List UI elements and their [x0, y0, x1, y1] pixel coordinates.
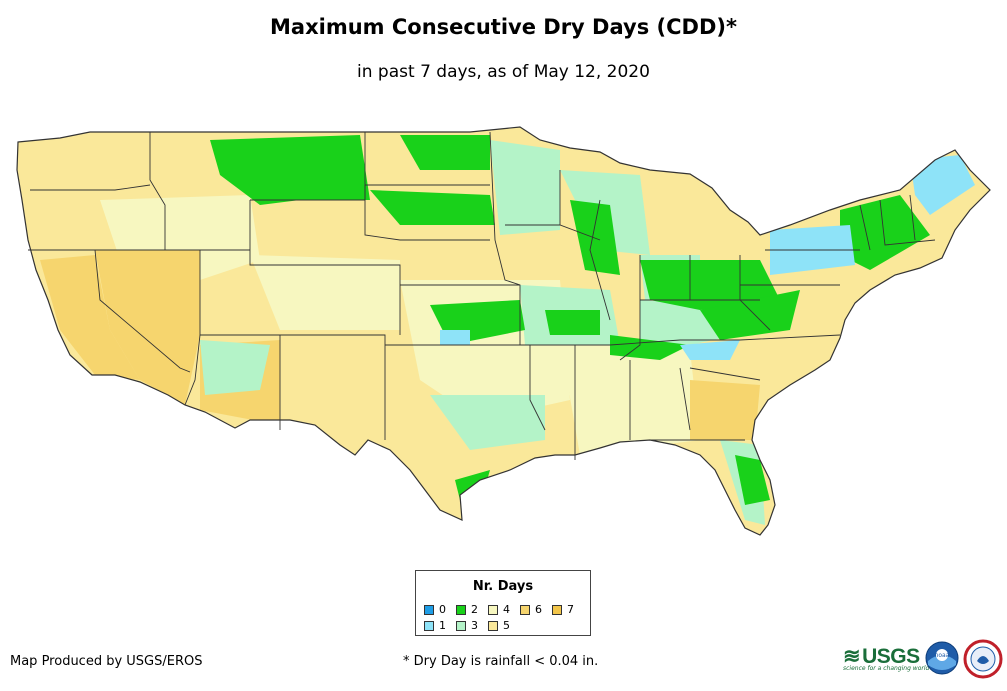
cdd-zone-6-days: [40, 255, 140, 380]
legend-swatch: [488, 620, 498, 631]
legend-swatch: [456, 620, 466, 631]
cdd-zone-1-days: [440, 330, 470, 345]
legend-swatch: [488, 604, 498, 615]
legend: Nr. Days 0 2 4 6 7 1 3 5: [415, 570, 591, 636]
map-title: Maximum Consecutive Dry Days (CDD)*: [270, 15, 737, 39]
cdd-zone-4-days: [250, 255, 400, 330]
noaa-logo: noaa: [925, 641, 959, 675]
legend-swatch: [424, 604, 434, 615]
legend-swatch: [424, 620, 434, 631]
cdd-zone-1-days: [680, 340, 740, 360]
legend-label: 3: [471, 619, 478, 632]
cdd-zone-2-days: [840, 195, 930, 270]
cdd-zone-2-days: [570, 200, 620, 275]
cdd-zone-3-days: [200, 340, 270, 395]
legend-item-1: 1: [424, 619, 446, 632]
legend-item-4: 4: [488, 603, 510, 616]
usgs-logo: ≋USGS: [843, 645, 920, 668]
legend-item-6: 6: [520, 603, 542, 616]
legend-title: Nr. Days: [472, 579, 534, 594]
legend-item-2: 2: [456, 603, 478, 616]
cdd-zone-2-days: [210, 135, 370, 205]
legend-swatch: [552, 604, 562, 615]
cdd-zone-2-days: [545, 310, 600, 335]
legend-item-3: 3: [456, 619, 478, 632]
cdd-zone-2-days: [610, 335, 690, 360]
cdd-zone-1-days: [910, 155, 975, 215]
cdd-zone-3-days: [490, 140, 560, 235]
cdd-zone-6-days: [690, 380, 760, 440]
cdd-zone-6-days: [95, 250, 200, 405]
legend-label: 4: [503, 603, 510, 616]
legend-swatch: [456, 604, 466, 615]
usgs-tagline: science for a changing world: [843, 665, 930, 672]
legend-label: 7: [567, 603, 574, 616]
legend-label: 2: [471, 603, 478, 616]
legend-label: 6: [535, 603, 542, 616]
cdd-zone-2-days: [700, 290, 800, 340]
nws-logo: [963, 639, 1003, 679]
cdd-zone-2-days: [400, 135, 490, 170]
cdd-zone-2-days: [735, 455, 770, 505]
us-cdd-map: [16, 126, 991, 536]
legend-label: 0: [439, 603, 446, 616]
cdd-zone-2-days: [640, 260, 780, 310]
legend-label: 1: [439, 619, 446, 632]
credit-text: Map Produced by USGS/EROS: [10, 654, 203, 669]
footnote-text: * Dry Day is rainfall < 0.04 in.: [403, 654, 599, 669]
noaa-logo-text: noaa: [935, 652, 950, 659]
legend-item-7: 7: [552, 603, 574, 616]
cdd-zone-2-days: [370, 190, 495, 225]
cdd-zone-3-days: [430, 395, 545, 450]
legend-item-5: 5: [488, 619, 510, 632]
map-subtitle: in past 7 days, as of May 12, 2020: [357, 62, 650, 82]
legend-label: 5: [503, 619, 510, 632]
legend-item-0: 0: [424, 603, 446, 616]
legend-swatch: [520, 604, 530, 615]
